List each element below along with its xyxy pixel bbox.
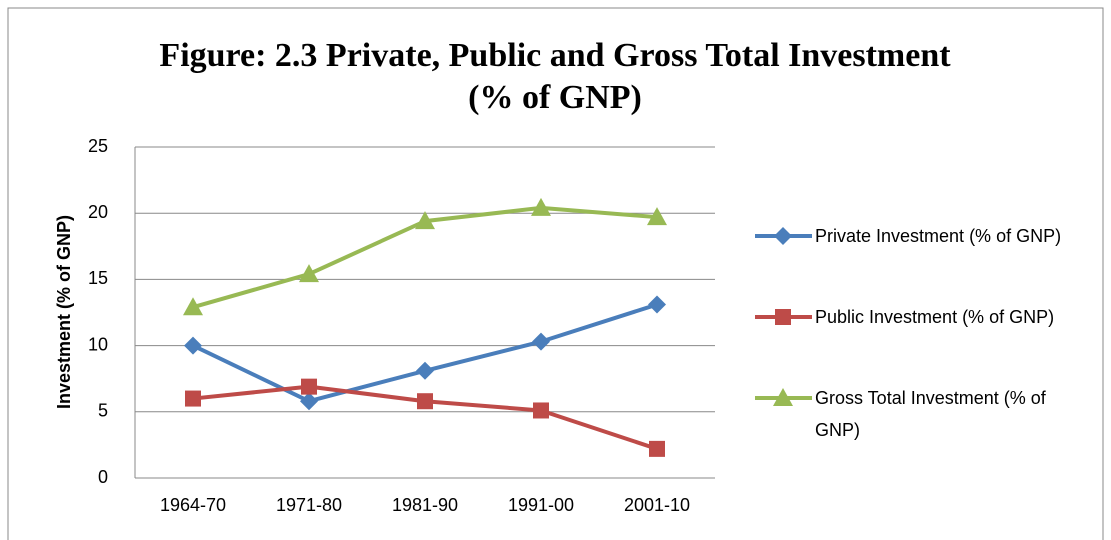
point <box>774 227 792 245</box>
point <box>532 332 550 351</box>
point <box>183 297 203 316</box>
chart-frame <box>7 7 1104 540</box>
point <box>775 309 791 325</box>
point <box>649 440 665 457</box>
point <box>417 393 433 410</box>
x-tick-label: 1971-80 <box>276 495 342 515</box>
point <box>647 207 667 226</box>
point <box>773 388 793 406</box>
point <box>531 197 551 216</box>
point <box>648 295 666 314</box>
legend-label: Gross Total Investment (% of GNP) <box>815 388 1046 440</box>
x-tick-label: 1981-90 <box>392 495 458 515</box>
series-line <box>192 302 658 404</box>
point <box>415 211 435 230</box>
legend-label: Private Investment (% of GNP) <box>815 226 1062 246</box>
x-tick-label: 2001-10 <box>624 495 690 515</box>
point <box>533 402 549 419</box>
point <box>184 336 202 355</box>
y-tick-label: 5 <box>98 401 108 421</box>
y-tick-label: 15 <box>88 268 108 288</box>
point <box>300 392 318 411</box>
point <box>185 390 201 407</box>
point <box>416 361 434 380</box>
point <box>299 264 319 283</box>
chart-title: Figure: 2.3 Private, Public and Gross To… <box>159 37 951 74</box>
x-tick-label: 1964-70 <box>160 495 226 515</box>
point <box>301 378 317 395</box>
y-tick-label: 10 <box>88 334 108 354</box>
y-tick-label: 20 <box>88 202 108 222</box>
y-tick-label: 25 <box>88 136 108 156</box>
x-tick-label: 1991-00 <box>508 495 574 515</box>
legend-label: Public Investment (% of GNP) <box>815 307 1055 327</box>
chart-title: (% of GNP) <box>468 79 642 116</box>
y-tick-label: 0 <box>98 467 108 487</box>
y-axis-label: Investment (% of GNP) <box>54 215 74 409</box>
